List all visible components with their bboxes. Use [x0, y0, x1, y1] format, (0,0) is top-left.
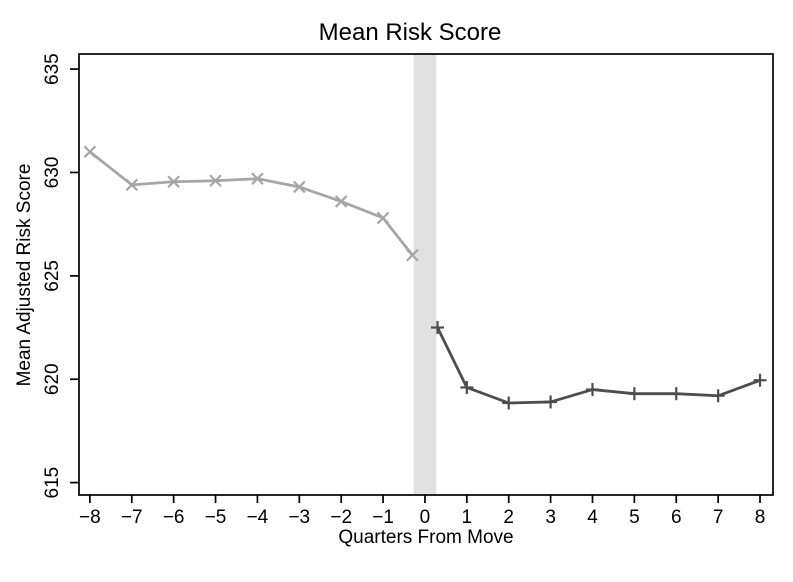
marker-plus-after-move [669, 387, 683, 401]
x-tick-label: 8 [755, 507, 766, 528]
marker-plus-after-move [711, 389, 725, 403]
marker-plus-after-move [585, 383, 599, 397]
x-tick-label: 7 [713, 507, 724, 528]
x-tick-label: −8 [79, 507, 101, 528]
marker-x-before-move [167, 175, 180, 189]
marker-plus-after-move [460, 380, 474, 394]
x-tick-label: −3 [288, 507, 310, 528]
x-tick-label: −2 [330, 507, 352, 528]
plot-border [78, 53, 774, 496]
move-band [413, 54, 437, 495]
marker-x-before-move [83, 145, 97, 159]
y-tick-label: 630 [42, 157, 63, 189]
axes-layer: 615 620 625 630 635 −8 −7 −6 −5 −4 −3 −2 −1 0 1 2 3 4 5 6 7 8 [42, 53, 774, 528]
series-layer [83, 145, 767, 410]
y-tick-label: 620 [42, 363, 63, 395]
marker-plus-after-move [431, 321, 445, 335]
x-tick-label: −5 [205, 507, 227, 528]
x-tick-label: −7 [121, 507, 143, 528]
marker-x-before-move [406, 248, 419, 262]
x-tick-label: 0 [420, 507, 431, 528]
x-tick-label: 1 [462, 507, 473, 528]
marker-x-before-move [293, 180, 306, 194]
y-axis-label: Mean Adjusted Risk Score [14, 164, 35, 387]
marker-plus-after-move [544, 395, 558, 409]
marker-x-before-move [251, 172, 264, 185]
x-tick-label: 2 [503, 507, 514, 528]
y-tick-label: 615 [42, 467, 63, 499]
marker-plus-after-move [502, 396, 516, 410]
marker-plus-after-move [753, 373, 767, 387]
marker-x-before-move [376, 211, 390, 225]
y-tick-label: 635 [42, 53, 63, 85]
move-band-layer [413, 54, 437, 495]
y-tick-label: 625 [42, 260, 63, 292]
x-tick-label: −1 [372, 507, 394, 528]
marker-plus-after-move [627, 387, 641, 401]
x-tick-label: 5 [629, 507, 640, 528]
marker-x-before-move [125, 178, 139, 192]
chart-title: Mean Risk Score [319, 19, 502, 46]
x-tick-label: 6 [671, 507, 682, 528]
x-tick-label: 4 [587, 507, 598, 528]
marker-x-before-move [334, 195, 348, 208]
x-tick-label: −6 [163, 507, 185, 528]
series-before-move-line [89, 150, 414, 257]
marker-x-before-move [209, 174, 222, 188]
x-axis-label: Quarters From Move [338, 527, 513, 548]
x-tick-label: 3 [545, 507, 556, 528]
x-tick-label: −4 [247, 507, 269, 528]
series-after-move-line [436, 326, 761, 405]
